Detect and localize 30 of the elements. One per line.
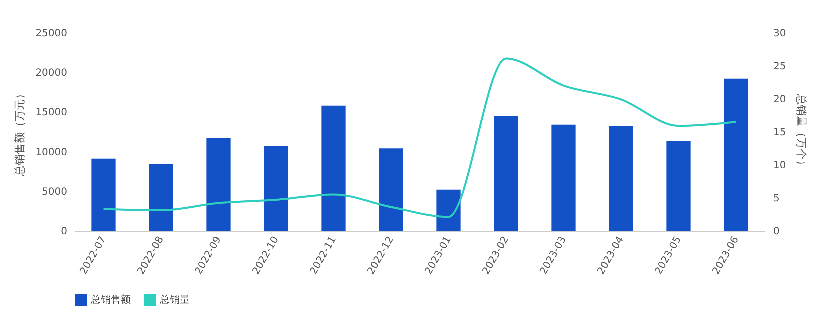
y2-tick-label: 25 [774, 62, 786, 72]
bar [494, 116, 518, 231]
bar [724, 78, 748, 231]
line-series [102, 58, 738, 218]
y-tick-label: 20000 [36, 68, 68, 80]
y2-tick-label: 0 [774, 226, 780, 238]
y2-axis-title: 总销量（万个） [795, 93, 808, 171]
y2-tick-label: 10 [774, 160, 786, 172]
bar [92, 158, 116, 231]
y-tick-label: 15000 [36, 108, 68, 119]
y-tick-label: 25000 [36, 28, 68, 40]
y-tick-label: 0 [61, 226, 68, 238]
y-tick-label: 10000 [36, 147, 68, 158]
y-tick-label: 5000 [42, 186, 68, 198]
legend-label: 总销售额 [90, 294, 131, 306]
legend-label: 总销量 [159, 294, 190, 306]
y2-tick-label: 30 [774, 28, 786, 40]
y2-tick-label: 5 [774, 194, 780, 204]
y-axis-title: 总销售额（万元） [14, 88, 27, 178]
bar [264, 146, 288, 231]
y2-tick-label: 15 [774, 128, 786, 138]
bar [436, 190, 461, 231]
bar [609, 126, 634, 231]
y2-tick-label: 20 [774, 94, 786, 106]
bar [322, 106, 346, 231]
bar [206, 138, 231, 231]
bar [379, 148, 404, 231]
bar [666, 142, 691, 231]
bar [552, 124, 576, 231]
bar [149, 164, 174, 231]
